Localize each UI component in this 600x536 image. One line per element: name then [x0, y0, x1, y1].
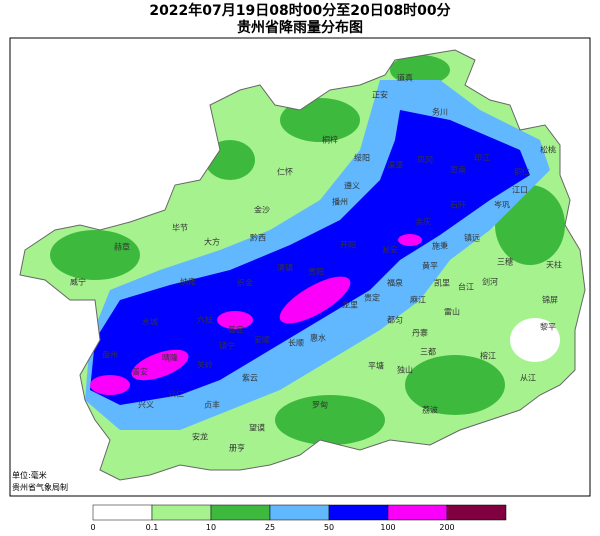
city-label: 兴仁 [168, 389, 184, 399]
city-label: 紫云 [242, 374, 258, 383]
city-label: 普安 [132, 367, 148, 377]
city-label: 水城 [142, 317, 158, 327]
city-label: 都匀 [387, 315, 403, 325]
legend-swatch [92, 504, 153, 521]
legend-label: 0.1 [146, 523, 159, 532]
city-label: 普定 [228, 325, 244, 335]
city-label: 黄平 [422, 261, 438, 271]
legend-swatch [210, 504, 271, 521]
unit-note: 单位:毫米 [12, 470, 47, 480]
city-label: 从江 [520, 374, 536, 383]
city-label: 织金 [237, 278, 253, 288]
legend-swatch [387, 504, 448, 521]
legend-label: 0 [90, 523, 95, 532]
legend-label: 50 [324, 523, 334, 532]
city-label: 荔波 [422, 405, 438, 415]
city-label: 独山 [397, 365, 413, 375]
city-label: 盘州 [102, 350, 118, 360]
city-label: 黎平 [540, 322, 556, 332]
city-label: 三都 [420, 348, 436, 357]
city-label: 大方 [204, 237, 220, 247]
city-label: 麻江 [410, 295, 426, 305]
city-label: 晴隆 [162, 353, 178, 363]
city-label: 毕节 [172, 223, 188, 233]
city-label: 岑巩 [494, 200, 510, 210]
legend-label: 10 [206, 523, 216, 532]
city-label: 仁怀 [277, 167, 293, 177]
rain-zone [90, 234, 422, 395]
city-label: 播州 [332, 197, 348, 207]
city-label: 贵定 [364, 293, 380, 303]
city-label: 台江 [458, 282, 474, 292]
city-label: 威宁 [70, 277, 86, 287]
subtitle: 贵州省降雨量分布图 [237, 19, 363, 36]
city-label: 印江 [474, 154, 490, 163]
legend: 0 0.1 10 25 50 100 200 [90, 504, 507, 532]
city-label: 松桃 [540, 145, 556, 155]
legend-label: 100 [380, 523, 395, 532]
legend-swatch [269, 504, 330, 521]
city-label: 凯里 [434, 278, 450, 288]
city-label: 惠水 [310, 333, 326, 343]
city-label: 罗甸 [312, 400, 328, 410]
city-label: 湄潭 [387, 161, 403, 170]
city-label: 正安 [372, 90, 388, 100]
city-label: 金沙 [254, 205, 270, 215]
city-label: 龙里 [342, 300, 358, 310]
city-label: 清镇 [277, 263, 293, 273]
legend-swatch [446, 504, 507, 521]
city-label: 榕江 [480, 351, 496, 361]
legend-label: 200 [439, 523, 454, 532]
city-label: 丹寨 [412, 328, 428, 338]
city-label: 福泉 [387, 278, 403, 288]
city-label: 望谟 [249, 423, 265, 433]
city-label: 江口 [512, 186, 528, 195]
title: 2022年07月19日08时00分至20日08时00分 [149, 2, 450, 19]
rain-zone [90, 110, 530, 405]
city-label: 关岭 [197, 360, 213, 370]
source-note: 贵州省气象局制 [12, 482, 68, 492]
city-label: 天柱 [546, 260, 562, 270]
city-label: 瓮安 [382, 245, 398, 255]
city-label: 纳雍 [180, 277, 196, 287]
city-label: 镇远 [464, 233, 480, 243]
city-label: 余庆 [415, 217, 431, 227]
city-label: 贵阳 [308, 267, 324, 277]
city-label: 石阡 [450, 201, 466, 210]
city-label: 开阳 [340, 241, 356, 250]
city-label: 册亨 [229, 443, 245, 453]
city-label: 赫章 [114, 242, 130, 252]
legend-swatch [151, 504, 212, 521]
city-label: 施秉 [432, 241, 448, 251]
city-label: 凤冈 [417, 156, 433, 165]
city-label: 务川 [432, 107, 448, 117]
city-label: 安龙 [192, 432, 208, 442]
city-label: 平塘 [368, 361, 384, 371]
city-label: 绥阳 [354, 153, 370, 163]
city-label: 道真 [397, 73, 413, 83]
city-label: 思南 [450, 165, 466, 175]
city-label: 三穗 [497, 257, 513, 267]
rain-zone [510, 318, 560, 362]
city-label: 桐梓 [322, 135, 338, 145]
city-label: 贞丰 [204, 400, 220, 410]
city-label: 黔西 [250, 233, 266, 243]
city-label: 镇宁 [219, 341, 235, 351]
legend-label: 25 [265, 523, 275, 532]
city-label: 兴义 [138, 401, 154, 410]
city-label: 安顺 [254, 335, 270, 345]
city-label: 长顺 [288, 338, 304, 348]
legend-swatch [328, 504, 389, 521]
city-label: 铜仁 [514, 167, 530, 177]
city-label: 锦屏 [542, 295, 558, 305]
city-label: 六枝 [197, 315, 213, 325]
city-label: 遵义 [344, 181, 360, 191]
city-label: 雷山 [444, 307, 460, 317]
city-label: 剑河 [482, 277, 498, 287]
